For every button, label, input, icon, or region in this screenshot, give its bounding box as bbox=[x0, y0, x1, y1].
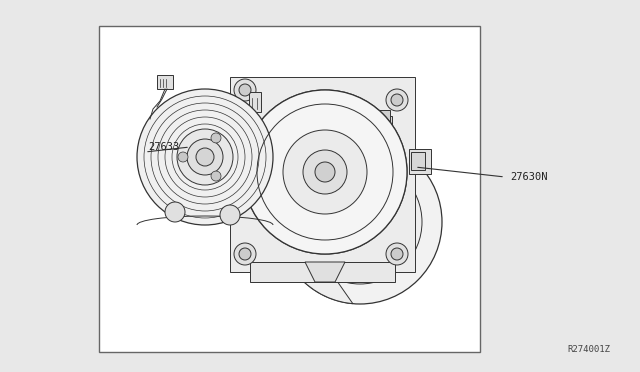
Circle shape bbox=[303, 150, 347, 194]
Bar bbox=[411, 152, 425, 170]
Circle shape bbox=[187, 139, 223, 175]
Bar bbox=[249, 92, 261, 112]
Circle shape bbox=[278, 140, 442, 304]
Bar bbox=[375, 110, 390, 130]
Circle shape bbox=[239, 84, 251, 96]
Circle shape bbox=[211, 133, 221, 143]
Circle shape bbox=[243, 90, 407, 254]
Circle shape bbox=[243, 90, 407, 254]
Circle shape bbox=[283, 130, 367, 214]
Circle shape bbox=[386, 243, 408, 265]
Polygon shape bbox=[243, 90, 353, 304]
Circle shape bbox=[298, 160, 422, 284]
Bar bbox=[157, 75, 173, 89]
Circle shape bbox=[137, 89, 273, 225]
Bar bbox=[99, 26, 480, 352]
Circle shape bbox=[315, 162, 335, 182]
Text: 27630N: 27630N bbox=[510, 172, 547, 182]
Bar bbox=[409, 149, 431, 174]
Circle shape bbox=[391, 248, 403, 260]
Circle shape bbox=[391, 94, 403, 106]
Circle shape bbox=[315, 162, 335, 182]
Text: R274001Z: R274001Z bbox=[567, 345, 610, 354]
Circle shape bbox=[177, 129, 233, 185]
Circle shape bbox=[242, 89, 408, 255]
Circle shape bbox=[234, 243, 256, 265]
Circle shape bbox=[178, 152, 188, 162]
Circle shape bbox=[283, 130, 367, 214]
Bar bbox=[229, 149, 243, 187]
Text: 27633: 27633 bbox=[148, 142, 179, 152]
Circle shape bbox=[211, 171, 221, 181]
Circle shape bbox=[283, 130, 367, 214]
Circle shape bbox=[239, 248, 251, 260]
Polygon shape bbox=[305, 262, 345, 282]
Circle shape bbox=[165, 202, 185, 222]
Bar bbox=[367, 116, 392, 134]
Circle shape bbox=[220, 205, 240, 225]
Circle shape bbox=[243, 90, 407, 254]
Circle shape bbox=[386, 89, 408, 111]
Circle shape bbox=[315, 162, 335, 182]
Circle shape bbox=[234, 79, 256, 101]
Bar bbox=[230, 77, 415, 272]
Circle shape bbox=[303, 150, 347, 194]
Circle shape bbox=[257, 104, 393, 240]
Circle shape bbox=[196, 148, 214, 166]
Bar bbox=[360, 130, 390, 152]
Bar bbox=[250, 262, 395, 282]
Circle shape bbox=[303, 150, 347, 194]
